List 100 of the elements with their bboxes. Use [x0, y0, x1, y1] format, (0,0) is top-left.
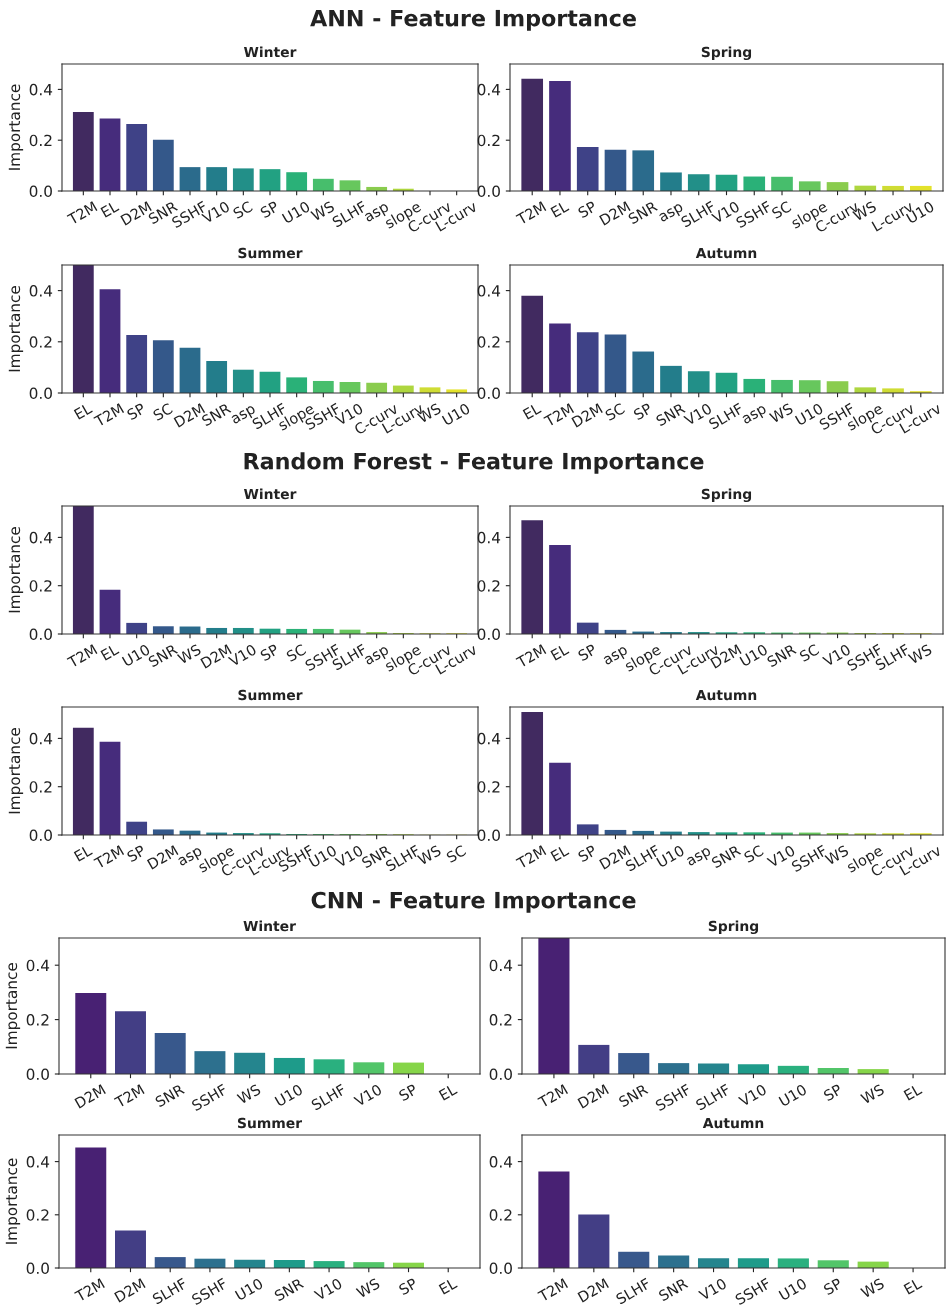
- chart-title: Spring: [708, 920, 759, 935]
- y-tick-label: 0.0: [477, 387, 500, 400]
- y-tick-label: 0.4: [477, 732, 501, 745]
- x-tick-label: SC: [232, 200, 254, 220]
- x-tick-label: WS: [416, 844, 442, 866]
- y-tick-label: 0.2: [477, 781, 500, 793]
- y-tick-label: 0.2: [477, 580, 500, 592]
- x-tick-label: EL: [73, 844, 93, 862]
- x-tick-label: EL: [550, 844, 570, 862]
- chart-title: Spring: [701, 488, 752, 503]
- x-tick-label: T2M: [74, 1277, 105, 1303]
- x-tick-label: SP: [577, 200, 598, 219]
- y-axis-title: Importance: [8, 84, 24, 170]
- x-tick-label: SP: [822, 1083, 843, 1102]
- y-tick-label: 0.4: [489, 959, 513, 972]
- x-tick-label: WS: [236, 1083, 262, 1105]
- y-tick-label: 0.0: [489, 1262, 512, 1275]
- x-tick-label: WS: [859, 1083, 885, 1105]
- x-tick-label: SC: [152, 402, 174, 422]
- x-tick-label: SP: [398, 1277, 419, 1296]
- x-tick-label: V10: [737, 1083, 768, 1108]
- y-tick-label: 0.2: [477, 336, 500, 348]
- y-tick-label: 0.4: [477, 285, 501, 297]
- y-tick-label: 0.4: [29, 285, 53, 297]
- x-tick-label: SNR: [154, 1083, 186, 1108]
- x-tick-label: SC: [743, 844, 765, 864]
- y-tick-label: 0.0: [26, 1262, 49, 1275]
- y-tick-label: 0.2: [26, 1014, 49, 1026]
- x-tick-label: EL: [73, 402, 93, 420]
- x-tick-label: EL: [100, 200, 120, 218]
- x-tick-label: T2M: [66, 643, 98, 669]
- x-tick-label: T2M: [537, 1277, 569, 1303]
- y-tick-label: 0.2: [26, 1209, 49, 1221]
- chart-title: Summer: [238, 247, 303, 259]
- x-tick-label: U10: [274, 1083, 304, 1107]
- x-tick-label: EL: [550, 200, 570, 218]
- text: CNN - Feature Importance: [311, 891, 636, 913]
- x-tick-label: SNR: [147, 643, 179, 668]
- chart-title: Autumn: [695, 247, 757, 259]
- x-tick-label: U10: [441, 402, 471, 426]
- x-tick-label: V10: [353, 1083, 383, 1108]
- x-tick-label: SC: [445, 844, 467, 864]
- chart-title: Autumn: [695, 689, 757, 701]
- x-tick-label: T2M: [93, 402, 125, 428]
- chart-title: Winter: [243, 488, 297, 500]
- x-tick-label: EL: [903, 1083, 923, 1101]
- y-tick-label: 0.0: [29, 829, 52, 842]
- x-tick-label: SP: [577, 643, 598, 662]
- x-tick-label: SP: [632, 402, 653, 421]
- chart-title: Spring: [701, 46, 752, 61]
- text: Random Forest - Feature Importance: [244, 452, 704, 474]
- x-tick-label: SP: [259, 200, 280, 219]
- x-tick-label: SC: [798, 643, 820, 663]
- chart-title: Winter: [243, 46, 297, 58]
- x-tick-label: SP: [126, 402, 147, 421]
- y-tick-label: 0.2: [29, 781, 52, 793]
- x-tick-label: asp: [741, 404, 769, 427]
- y-tick-label: 0.2: [29, 134, 52, 147]
- x-tick-label: asp: [686, 846, 713, 869]
- y-tick-label: 0.4: [477, 531, 501, 544]
- y-tick-label: 0.0: [477, 185, 500, 198]
- x-tick-label: SNR: [766, 643, 797, 668]
- x-tick-label: U10: [281, 200, 311, 224]
- x-tick-label: SC: [604, 402, 626, 422]
- x-tick-label: SP: [259, 643, 280, 662]
- x-tick-label: EL: [903, 1277, 923, 1295]
- y-tick-label: 0.4: [29, 732, 53, 745]
- y-tick-label: 0.0: [489, 1068, 512, 1081]
- y-tick-label: 0.0: [477, 829, 500, 842]
- x-tick-label: T2M: [515, 643, 547, 669]
- y-tick-label: 0.0: [29, 628, 52, 641]
- chart-title: Summer: [237, 1117, 303, 1129]
- y-tick-label: 0.4: [26, 959, 50, 972]
- y-axis-title: Importance: [5, 1158, 21, 1244]
- y-axis-title: Importance: [8, 728, 24, 814]
- chart-title: Winter: [243, 920, 296, 932]
- x-tick-label: T2M: [93, 844, 125, 870]
- x-tick-label: EL: [438, 1277, 458, 1295]
- x-tick-label: EL: [438, 1083, 458, 1101]
- chart-title: Autumn: [702, 1117, 764, 1129]
- y-tick-label: 0.2: [29, 580, 52, 592]
- y-tick-label: 0.0: [477, 628, 500, 641]
- x-tick-label: T2M: [537, 1083, 569, 1109]
- x-tick-label: SNR: [273, 1277, 305, 1302]
- x-tick-label: WS: [907, 643, 933, 665]
- y-axis-title: Importance: [8, 527, 24, 613]
- x-tick-label: SC: [771, 200, 792, 220]
- x-tick-label: V10: [697, 1277, 728, 1302]
- x-tick-label: EL: [550, 643, 570, 661]
- x-tick-label: SP: [822, 1277, 843, 1296]
- x-tick-label: EL: [100, 643, 120, 661]
- x-tick-label: U10: [778, 1083, 808, 1107]
- x-tick-label: SP: [126, 844, 147, 863]
- x-tick-label: U10: [778, 1277, 808, 1301]
- x-tick-label: SNR: [657, 1277, 689, 1302]
- x-tick-label: SP: [398, 1083, 419, 1102]
- chart-title: Summer: [238, 689, 303, 701]
- x-tick-label: WS: [768, 402, 794, 424]
- y-tick-label: 0.2: [29, 336, 52, 348]
- x-tick-label: WS: [176, 643, 202, 665]
